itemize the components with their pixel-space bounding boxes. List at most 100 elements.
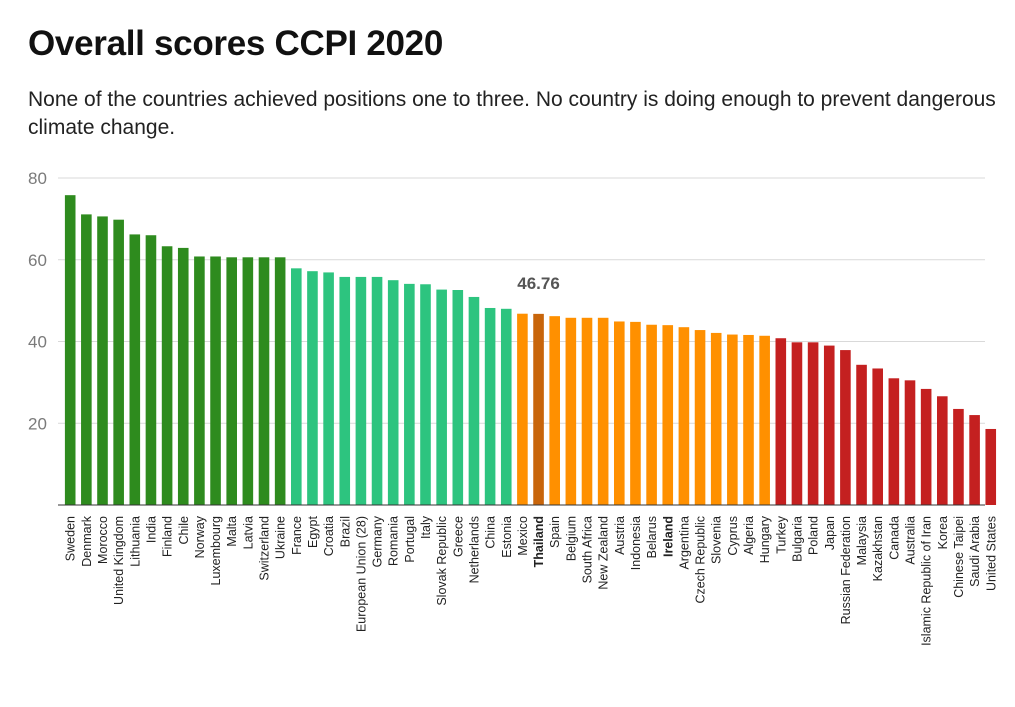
bar — [791, 342, 803, 505]
x-tick-label: Russian Federation — [839, 516, 853, 624]
x-tick-label: Czech Republic — [694, 516, 708, 604]
bar — [484, 307, 496, 505]
bar — [807, 342, 819, 505]
bar — [177, 247, 189, 505]
y-tick-label: 20 — [28, 414, 47, 433]
bar — [323, 272, 334, 505]
bar — [113, 219, 124, 505]
bar — [856, 364, 867, 505]
x-tick-label: Hungary — [758, 515, 772, 563]
x-tick-label: India — [144, 516, 158, 543]
bar — [743, 334, 754, 505]
bar — [274, 257, 286, 505]
x-tick-label: Cyprus — [726, 516, 740, 556]
x-tick-label: Chinese Taipei — [952, 516, 966, 598]
bar — [872, 368, 883, 505]
bar — [953, 408, 964, 505]
x-tick-label: Poland — [807, 516, 821, 555]
x-tick-label: Luxembourg — [209, 516, 223, 586]
bar — [468, 296, 480, 505]
x-tick-label: Greece — [451, 516, 465, 557]
bar — [452, 290, 464, 505]
bar — [565, 317, 577, 505]
x-tick-label: United Kingdom — [112, 516, 126, 605]
x-tick-label: Denmark — [80, 515, 94, 566]
x-tick-label: South Africa — [581, 516, 595, 583]
bar — [581, 317, 593, 505]
bar — [759, 335, 770, 505]
x-tick-label: Saudi Arabia — [968, 516, 982, 587]
x-tick-label: Australia — [904, 516, 918, 565]
x-tick-label: Egypt — [306, 515, 320, 547]
bar — [662, 325, 674, 505]
x-tick-label: Norway — [193, 515, 207, 558]
y-tick-label: 80 — [28, 169, 47, 188]
x-tick-label: Sweden — [64, 516, 78, 561]
bar — [904, 380, 916, 505]
x-tick-label: Ukraine — [274, 516, 288, 559]
x-tick-label: Indonesia — [629, 516, 643, 570]
bar — [355, 276, 367, 505]
bar — [210, 256, 221, 505]
bar — [436, 289, 447, 505]
x-tick-label: Ireland — [661, 516, 675, 557]
bar — [694, 330, 706, 505]
x-axis-labels: Sweden Denmark Morocco United Kingdom Lithua… — [64, 515, 999, 646]
bar — [775, 338, 787, 505]
x-tick-label: Belarus — [645, 516, 659, 558]
x-tick-label: Spain — [548, 516, 562, 548]
y-axis-ticks: 20 40 60 80 — [28, 169, 47, 433]
bar — [371, 276, 383, 505]
chart-title: Overall scores CCPI 2020 — [28, 24, 444, 63]
x-tick-label: Croatia — [322, 516, 336, 556]
x-tick-label: Italy — [419, 515, 433, 539]
x-tick-label: Slovak Republic — [435, 516, 449, 606]
bar — [404, 283, 415, 505]
bar — [533, 313, 544, 505]
x-tick-label: Netherlands — [467, 516, 481, 583]
x-tick-label: Romania — [387, 516, 401, 566]
bar — [145, 235, 157, 506]
bar — [888, 378, 900, 505]
x-tick-label: Lithuania — [128, 516, 142, 567]
bar — [64, 195, 76, 506]
bar — [646, 324, 657, 505]
x-tick-label: Malta — [225, 516, 239, 547]
bar — [161, 246, 173, 505]
bar — [242, 257, 254, 505]
bar — [920, 388, 932, 505]
bar — [517, 313, 528, 505]
bar — [194, 256, 205, 505]
data-label: 46.76 — [517, 274, 560, 293]
bar — [985, 428, 997, 505]
x-tick-label: Finland — [161, 516, 175, 557]
bar — [387, 280, 399, 505]
x-tick-label: Austria — [613, 516, 627, 555]
x-tick-label: Thailand — [532, 516, 546, 567]
x-tick-label: Morocco — [96, 516, 110, 564]
bar — [81, 214, 92, 505]
bar — [420, 284, 431, 505]
x-tick-label: Islamic Republic of Iran — [920, 516, 934, 646]
bar — [291, 268, 302, 505]
bar — [500, 308, 512, 505]
x-tick-label: Estonia — [500, 516, 514, 558]
bar — [678, 327, 690, 505]
x-tick-label: Mexico — [516, 516, 530, 556]
x-tick-label: Chile — [177, 516, 191, 545]
bar — [614, 321, 625, 505]
bar — [339, 276, 351, 505]
x-tick-label: Malaysia — [855, 516, 869, 565]
bar — [630, 321, 641, 505]
bar — [710, 332, 722, 505]
bars — [64, 195, 997, 506]
x-tick-label: France — [290, 516, 304, 555]
x-tick-label: United States — [984, 516, 998, 591]
x-tick-label: Portugal — [403, 516, 417, 563]
bar — [307, 271, 318, 505]
x-tick-label: Algeria — [742, 516, 756, 555]
bar — [97, 216, 108, 506]
x-tick-label: Turkey — [774, 515, 788, 553]
bar — [823, 345, 835, 505]
bar — [937, 396, 948, 505]
